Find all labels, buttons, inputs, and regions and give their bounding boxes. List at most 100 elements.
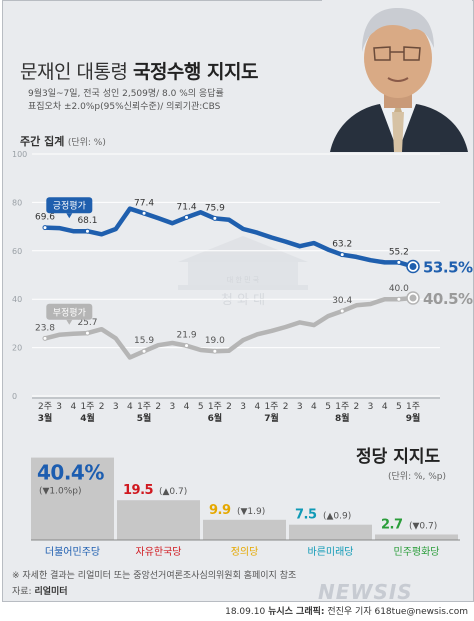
data-label-0: 69.6 <box>35 213 55 223</box>
data-label-1: 15.9 <box>134 336 154 346</box>
end-marker-1 <box>409 294 417 302</box>
watermark-house-text: 청 와 대 <box>221 293 265 308</box>
title-prefix: 문재인 대통령 <box>20 61 128 83</box>
series-line-1 <box>42 295 416 360</box>
x-tick-label: 4 <box>382 402 388 412</box>
month-label: 7월 <box>264 412 279 424</box>
series-marker-0 <box>141 210 147 216</box>
x-tick-label: 5 <box>325 402 331 412</box>
data-label-0: 77.4 <box>134 198 154 208</box>
data-label-0: 68.1 <box>77 216 97 226</box>
x-tick-label: 1주 <box>406 401 420 412</box>
month-label: 5월 <box>137 412 152 424</box>
x-tick-label: 2 <box>226 402 232 412</box>
x-tick-label: 4 <box>127 402 133 412</box>
party-value: 7.5 <box>295 508 317 523</box>
party-change: (▼1.0%p) <box>39 487 82 497</box>
series-marker-0 <box>212 215 218 221</box>
final-value-1: 40.5% <box>423 290 473 308</box>
party-change: (▼1.9) <box>237 507 265 517</box>
source-line: 자료: 리얼미터 <box>12 584 68 597</box>
series-marker-1 <box>141 348 147 354</box>
series-marker-0 <box>396 259 402 265</box>
credit-author: 전진우 기자 618tue@newsis.com <box>327 607 468 617</box>
series-marker-0 <box>42 225 48 231</box>
series-line-0 <box>42 206 416 269</box>
y-tick-label: 20 <box>12 344 22 353</box>
data-label-1: 23.8 <box>35 323 55 333</box>
x-tick-label: 1주 <box>264 401 278 412</box>
party-bar <box>289 524 372 540</box>
party-bar <box>375 534 458 540</box>
party-bar <box>31 457 114 540</box>
x-tick-label: 2 <box>155 402 161 412</box>
newsis-watermark: NEWSIS <box>318 580 413 604</box>
x-tick-label: 2 <box>283 402 289 412</box>
legend-pointer-1 <box>66 319 73 325</box>
party-name: 바른미래당 <box>308 546 354 558</box>
y-tick-label: 80 <box>12 198 22 207</box>
month-label: 6월 <box>208 412 223 424</box>
survey-line-2: 표집오차 ±2.0%p(95%신뢰수준)/ 의뢰기관:CBS <box>28 102 221 112</box>
legend-pointer-0 <box>66 213 73 219</box>
x-tick-label: 4 <box>184 402 190 412</box>
series-marker-0 <box>84 228 90 234</box>
y-tick-label: 0 <box>12 392 17 401</box>
watermark-emblem-text: 대 한 민 국 <box>227 275 260 284</box>
x-tick-label: 3 <box>297 402 303 412</box>
x-tick-label: 5 <box>198 402 204 412</box>
month-label: 9월 <box>406 412 421 424</box>
x-tick-label: 2 <box>354 402 360 412</box>
legend-box-1 <box>46 303 93 320</box>
data-label-0: 71.4 <box>177 202 197 212</box>
legend-box-0 <box>46 197 93 214</box>
party-change: (▲0.9) <box>323 512 351 522</box>
source-name: 리얼미터 <box>34 587 68 597</box>
x-tick-label: 2 <box>99 402 105 412</box>
month-label: 4월 <box>80 412 95 424</box>
x-tick-label: 1주 <box>335 401 349 412</box>
party-change: (▲0.7) <box>159 487 187 497</box>
survey-line-1: 9월3일~7일, 전국 성인 2,509명/ 8.0 %의 응답률 <box>28 89 224 99</box>
data-label-0: 55.2 <box>389 247 409 257</box>
end-marker-0 <box>409 263 417 271</box>
footnote: ※ 자세한 결과는 리얼미터 또는 중앙선거여론조사심의위원회 홈페이지 참조 <box>12 571 297 581</box>
x-tick-label: 3 <box>240 402 246 412</box>
party-name: 정의당 <box>231 546 259 558</box>
president-portrait <box>322 0 472 152</box>
series-marker-1 <box>84 330 90 336</box>
credit-graphics-label: 뉴시스 그래픽: <box>268 607 325 617</box>
x-tick-label: 3 <box>56 402 62 412</box>
party-bar <box>203 519 286 540</box>
party-value: 19.5 <box>123 483 154 498</box>
credit-date: 18.09.10 <box>225 607 266 617</box>
party-chart-title: 정당 지지도 <box>356 447 441 467</box>
party-name: 더불어민주당 <box>45 546 100 558</box>
x-tick-label: 4 <box>254 402 260 412</box>
chart-unit-label: 주간 집계 (단위: %) <box>20 133 106 149</box>
series-marker-1 <box>42 335 48 341</box>
final-value-0: 53.5% <box>423 259 473 277</box>
data-label-0: 63.2 <box>332 240 352 250</box>
series-marker-1 <box>212 348 218 354</box>
party-bar <box>117 500 200 540</box>
legend-label-1: 부정평가 <box>53 307 86 318</box>
chart-unit: (단위: %) <box>67 138 106 148</box>
series-marker-1 <box>339 308 345 314</box>
blue-house-watermark: 대 한 민 국 청 와 대 <box>178 236 308 308</box>
x-tick-label: 1주 <box>208 401 222 412</box>
y-tick-label: 60 <box>12 247 22 256</box>
series-marker-1 <box>396 296 402 302</box>
month-label: 8월 <box>335 412 350 424</box>
data-label-1: 40.0 <box>389 284 409 294</box>
party-chart-unit: (단위: %, %p) <box>388 472 447 482</box>
x-tick-label: 3 <box>170 402 176 412</box>
month-label: 3월 <box>38 412 53 424</box>
credit-line: 18.09.10 뉴시스 그래픽: 전진우 기자 618tue@newsis.c… <box>0 604 468 617</box>
data-label-1: 25.7 <box>77 318 97 328</box>
x-tick-label: 4 <box>311 402 317 412</box>
legend-label-0: 긍정평가 <box>53 201 86 212</box>
x-tick-label: 2주 <box>38 401 52 412</box>
x-tick-label: 4 <box>70 402 76 412</box>
